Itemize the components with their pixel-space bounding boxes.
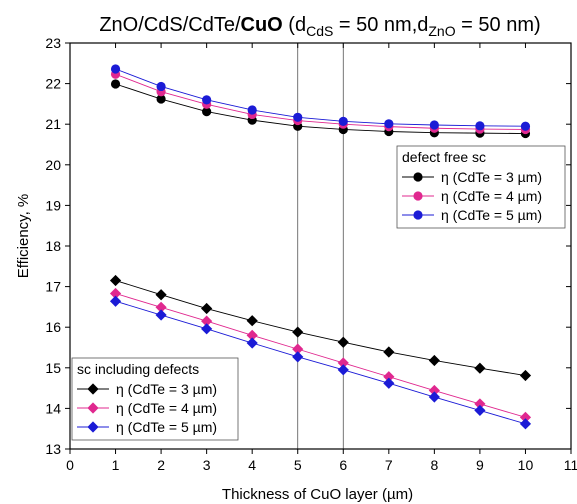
legend-label: η (CdTe = 4 µm) — [441, 188, 542, 204]
data-point — [155, 289, 167, 301]
legend-marker — [413, 191, 423, 201]
data-point — [337, 336, 349, 348]
legend-label: η (CdTe = 3 µm) — [116, 381, 217, 397]
x-tick-label: 0 — [66, 457, 74, 473]
y-tick-label: 14 — [45, 400, 61, 416]
legend-label: η (CdTe = 5 µm) — [116, 419, 217, 435]
x-tick-label: 4 — [248, 457, 256, 473]
data-point — [428, 384, 440, 397]
data-point — [474, 398, 486, 410]
y-tick-label: 21 — [45, 116, 61, 132]
data-point — [383, 371, 395, 383]
legend-box — [396, 145, 566, 229]
series-line — [115, 300, 526, 425]
data-point — [519, 411, 532, 423]
y-tick-label: 16 — [45, 319, 61, 335]
legend-marker — [87, 383, 99, 395]
y-tick-label: 18 — [45, 238, 61, 254]
x-tick-label: 5 — [294, 457, 302, 473]
data-point — [383, 346, 395, 358]
y-tick-label: 17 — [45, 279, 61, 295]
data-point — [337, 364, 349, 376]
chart-title-part: (d — [283, 14, 306, 36]
data-point — [109, 287, 122, 300]
data-point — [201, 323, 213, 335]
x-tick-label: 8 — [430, 457, 438, 473]
chart-title-part: CdS — [306, 23, 333, 39]
y-tick-label: 15 — [45, 360, 61, 376]
data-point — [156, 81, 166, 92]
data-point — [384, 119, 394, 129]
data-point — [202, 95, 212, 105]
x-tick-label: 10 — [518, 457, 534, 473]
y-axis-label: Efficiency, % — [15, 194, 32, 278]
data-point — [292, 326, 304, 338]
series-line — [115, 280, 526, 376]
chart-title-part: CuO — [241, 14, 283, 36]
data-point — [474, 404, 486, 417]
legend-box — [71, 357, 239, 441]
data-point — [520, 121, 531, 131]
data-point — [246, 329, 258, 341]
legend-label: η (CdTe = 4 µm) — [116, 400, 217, 416]
x-tick-label: 3 — [203, 457, 211, 473]
y-tick-label: 19 — [45, 197, 61, 213]
series-line — [115, 68, 526, 127]
data-point — [201, 302, 213, 315]
x-tick-label: 11 — [564, 457, 577, 473]
data-point — [429, 120, 439, 130]
data-point — [383, 377, 395, 389]
data-point — [246, 315, 258, 327]
data-point — [155, 301, 167, 313]
x-tick-label: 9 — [476, 457, 484, 473]
chart-title-part: ZnO/CdS/CdTe/ — [99, 14, 241, 36]
series-line — [115, 73, 526, 130]
data-point — [519, 369, 532, 382]
chart-title-part: = 50 nm,d — [333, 14, 428, 36]
data-point — [109, 295, 122, 307]
data-point — [110, 64, 121, 74]
data-point — [292, 351, 304, 363]
legend-marker — [87, 402, 99, 414]
chart-title: ZnO/CdS/CdTe/CuO (dCdS = 50 nm,dZnO = 50… — [99, 14, 540, 39]
chart-title-part: ZnO — [428, 23, 455, 39]
data-point — [519, 418, 532, 430]
data-point — [475, 121, 485, 131]
x-tick-label: 7 — [385, 457, 393, 473]
data-point — [428, 391, 440, 403]
x-axis-label: Thickness of CuO layer (µm) — [222, 486, 413, 503]
legend-title: sc including defects — [77, 361, 199, 377]
legend-label: η (CdTe = 3 µm) — [441, 169, 542, 185]
y-tick-label: 20 — [45, 157, 61, 173]
data-point — [293, 112, 303, 122]
data-point — [292, 343, 304, 355]
data-point — [337, 357, 349, 369]
legend-marker — [87, 421, 99, 433]
series-line — [115, 293, 526, 418]
data-point — [202, 107, 212, 117]
data-point — [109, 274, 122, 287]
x-tick-label: 2 — [157, 457, 165, 473]
data-point — [156, 94, 166, 104]
legend-title: defect free sc — [402, 149, 486, 165]
data-point — [155, 309, 167, 321]
legend-marker — [413, 172, 423, 182]
x-tick-label: 6 — [339, 457, 347, 473]
chart-title-part: = 50 nm) — [456, 14, 541, 36]
data-point — [247, 105, 257, 115]
x-tick-label: 1 — [112, 457, 120, 473]
data-point — [428, 354, 440, 367]
legend-label: η (CdTe = 5 µm) — [441, 207, 542, 223]
legend-marker — [413, 210, 423, 220]
data-point — [110, 79, 121, 89]
data-point — [474, 362, 486, 374]
y-tick-label: 23 — [45, 35, 61, 51]
series-line — [115, 83, 526, 134]
y-tick-label: 13 — [45, 441, 61, 457]
data-point — [246, 337, 258, 349]
data-point — [201, 315, 213, 327]
y-tick-label: 22 — [45, 76, 61, 92]
data-point — [338, 116, 348, 126]
